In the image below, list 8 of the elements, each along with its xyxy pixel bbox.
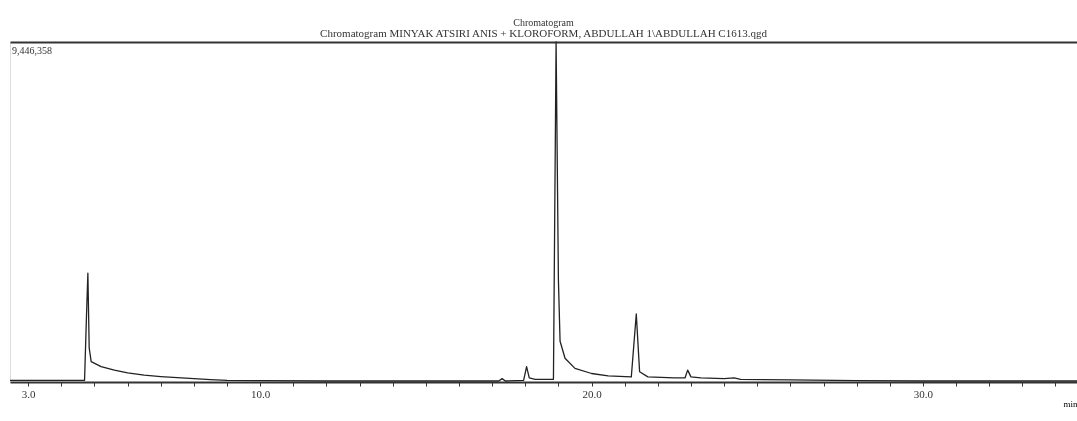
chart-title: Chromatogram xyxy=(513,17,574,29)
x-tick-label: 10.0 xyxy=(251,387,271,400)
annotation: 9,446,358 xyxy=(12,45,52,56)
x-tick-label: 3.0 xyxy=(21,387,37,400)
x-tick-label: 20.0 xyxy=(582,387,603,400)
chart-subtitle: Chromatogram MINYAK ATSIRI ANIS + KLOROFORM, ABDULLAH 1\ABDULLAH C1613.qgd xyxy=(320,27,768,40)
x-axis-title: min xyxy=(1063,398,1077,409)
x-tick-label: 30.0 xyxy=(913,387,934,400)
